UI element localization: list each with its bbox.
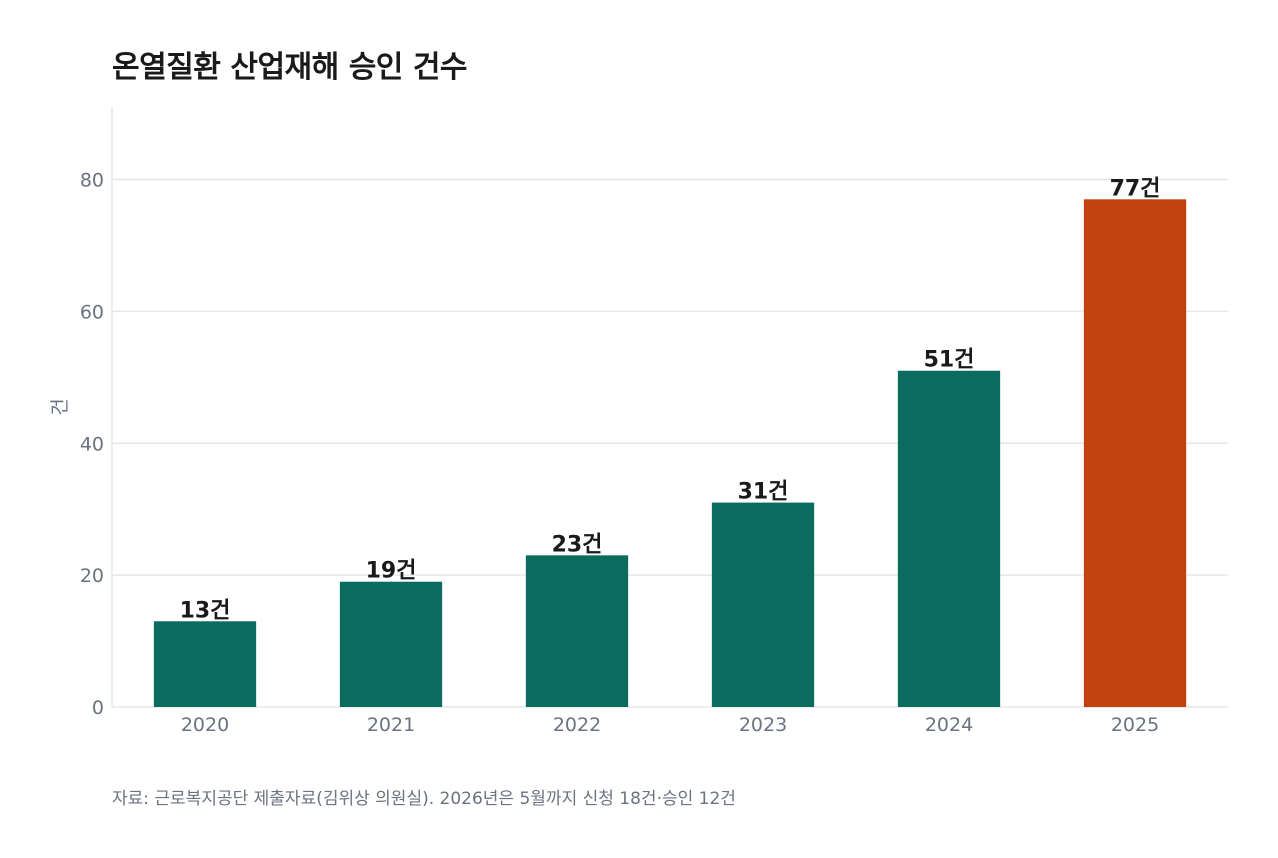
data-label-2021: 19건	[366, 559, 417, 584]
grid-lines	[112, 178, 1228, 576]
bar-2020	[153, 621, 257, 707]
y-tick-label: 40	[80, 433, 104, 455]
y-tick-label: 0	[92, 697, 104, 719]
axes: 0 20 40 60 80 2020 2021 2022 2023 2024 2025	[80, 107, 1228, 736]
y-tick-label: 80	[80, 170, 104, 192]
bar-2024	[897, 370, 1001, 707]
data-labels: 13건 19건 23건 31건 51건 77건	[180, 176, 1161, 623]
x-tick-label: 2024	[925, 714, 973, 736]
bar-2023	[711, 502, 815, 707]
data-label-2025: 77건	[1110, 176, 1161, 201]
bar-2025	[1083, 199, 1187, 708]
data-label-2022: 23건	[552, 532, 603, 557]
x-tick-label: 2022	[553, 714, 601, 736]
y-tick-label: 60	[80, 301, 104, 323]
data-label-2020: 13건	[180, 598, 231, 623]
bars	[153, 199, 1187, 708]
y-tick-label: 20	[80, 565, 104, 587]
y-axis-title: 건	[49, 398, 71, 415]
x-tick-label: 2020	[181, 714, 229, 736]
data-label-2023: 31건	[738, 480, 789, 505]
bar-2021	[339, 581, 443, 707]
x-tick-label: 2021	[367, 714, 415, 736]
x-tick-label: 2025	[1111, 714, 1159, 736]
source-note: 자료: 근로복지공단 제출자료(김위상 의원실). 2026년은 5월까지 신청…	[112, 789, 736, 809]
x-tick-label: 2023	[739, 714, 787, 736]
bar-2022	[525, 555, 629, 707]
chart-title: 온열질환 산업재해 승인 건수	[112, 50, 468, 85]
data-label-2024: 51건	[924, 348, 975, 373]
